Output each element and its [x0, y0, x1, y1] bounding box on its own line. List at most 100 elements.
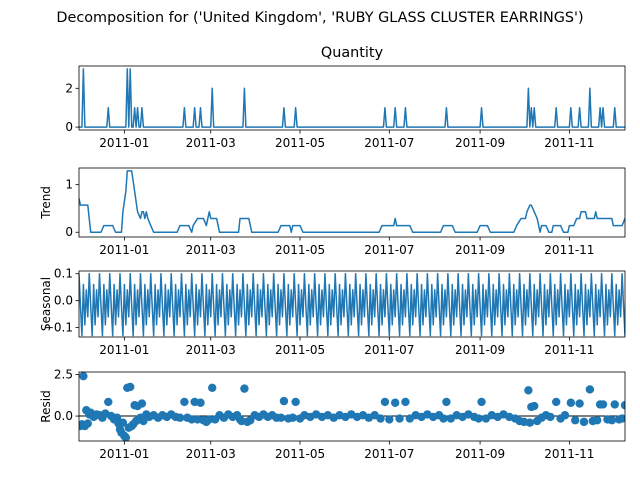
resid-ytick-label: 0.0 — [54, 409, 73, 423]
seasonal-ytick-label: −0.1 — [44, 321, 73, 335]
resid-point — [552, 397, 561, 407]
trend-xtick-label: 2011-03 — [186, 243, 236, 257]
resid-point — [575, 399, 584, 408]
resid-xtick-label: 2011-05 — [275, 447, 325, 461]
seasonal-xtick-label: 2011-07 — [364, 343, 414, 357]
resid-point — [525, 418, 535, 427]
trend-frame — [78, 167, 626, 238]
resid-point — [610, 400, 619, 409]
resid-point — [118, 418, 128, 427]
resid-point — [380, 397, 390, 407]
trend-ytick-label: 0 — [65, 225, 73, 239]
seasonal-xtick-label: 2011-01 — [99, 343, 149, 357]
resid-point — [598, 400, 608, 409]
seasonal-ylabel: Seasonal — [39, 277, 53, 331]
resid-point — [121, 433, 131, 441]
observed-xtick-label: 2011-09 — [455, 136, 505, 150]
panel-seasonal: 0.1 0.0 −0.1 2011-01 2011-03 2011-05 2011-07 20… — [39, 267, 626, 357]
trend-ytick-label: 1 — [65, 178, 73, 192]
resid-point — [442, 397, 451, 407]
resid-point — [139, 416, 148, 426]
resid-xtick-label: 2011-11 — [544, 447, 594, 461]
resid-point — [376, 414, 385, 423]
trend-line — [79, 170, 625, 233]
resid-point — [208, 383, 217, 392]
resid-point — [571, 416, 580, 425]
observed-frame — [78, 65, 626, 131]
resid-xtick-label: 2011-01 — [99, 447, 149, 461]
resid-point — [617, 414, 625, 423]
resid-point — [240, 384, 249, 393]
resid-ylabel: Resid — [39, 390, 53, 422]
observed-xtick-label: 2011-01 — [99, 136, 149, 150]
trend-xtick-label: 2011-11 — [544, 243, 594, 257]
resid-point — [579, 417, 589, 427]
panels: 0 2 2011-01 2011-03 2011-05 2011-07 2011-09 201… — [39, 45, 626, 461]
trend-xtick-label: 2011-07 — [364, 243, 414, 257]
resid-point — [546, 412, 555, 422]
seasonal-line — [79, 272, 625, 337]
resid-xtick-label: 2011-03 — [186, 447, 236, 461]
observed-xtick-label: 2011-07 — [364, 136, 414, 150]
resid-point — [530, 401, 539, 411]
seasonal-frame — [78, 270, 626, 338]
resid-ytick-label: 2.5 — [54, 367, 73, 381]
observed-xtick-label: 2011-05 — [275, 136, 325, 150]
resid-point — [607, 416, 617, 425]
trend-xtick-label: 2011-01 — [99, 243, 149, 257]
resid-point — [196, 398, 205, 407]
trend-data — [79, 170, 625, 233]
resid-point — [395, 414, 404, 423]
resid-point — [592, 416, 602, 425]
trend-ylabel: Trend — [39, 186, 53, 220]
observed-ytick-label: 0 — [65, 120, 73, 134]
quantity-line — [79, 68, 625, 128]
seasonal-data — [79, 272, 625, 337]
panel-trend: 0 1 2011-01 2011-03 2011-05 2011-07 2011-09 201… — [39, 167, 626, 257]
seasonal-xtick-label: 2011-05 — [275, 343, 325, 357]
resid-point — [279, 396, 289, 406]
observed-title: Quantity — [321, 45, 384, 61]
seasonal-xtick-label: 2011-03 — [186, 343, 236, 357]
panel-resid: 2.5 0.0 2011-01 2011-03 2011-05 2011-07 2011-0… — [39, 367, 626, 461]
resid-xtick-label: 2011-09 — [455, 447, 505, 461]
figure-title: Decomposition for ('United Kingdom', 'RU… — [56, 10, 583, 26]
resid-point — [620, 401, 625, 410]
resid-point — [126, 382, 135, 392]
resid-point — [137, 399, 147, 408]
resid-point — [276, 413, 286, 422]
observed-xtick-label: 2011-03 — [186, 136, 236, 150]
resid-point — [524, 386, 533, 395]
resid-point — [175, 413, 185, 422]
resid-point — [79, 372, 88, 381]
resid-point — [288, 413, 297, 422]
resid-point — [205, 415, 214, 424]
resid-point — [474, 414, 483, 423]
trend-xtick-label: 2011-05 — [275, 243, 325, 257]
resid-frame — [78, 371, 626, 442]
resid-point — [560, 411, 570, 420]
resid-point — [390, 398, 400, 407]
resid-point — [291, 397, 300, 407]
resid-point — [585, 385, 595, 394]
observed-ytick-label: 2 — [65, 81, 73, 95]
resid-point — [439, 414, 448, 423]
resid-point — [385, 415, 394, 424]
resid-data — [79, 372, 625, 441]
resid-point — [566, 398, 576, 407]
panel-observed: 0 2 2011-01 2011-03 2011-05 2011-07 2011-09 201… — [65, 45, 626, 150]
resid-point — [104, 397, 113, 407]
trend-xtick-label: 2011-09 — [455, 243, 505, 257]
seasonal-xtick-label: 2011-11 — [544, 343, 594, 357]
resid-point — [180, 397, 189, 407]
resid-point — [187, 415, 196, 424]
seasonal-ytick-label: 0.0 — [54, 294, 73, 308]
resid-point — [83, 419, 92, 428]
observed-xtick-label: 2011-11 — [544, 136, 594, 150]
seasonal-xtick-label: 2011-09 — [455, 343, 505, 357]
resid-point — [477, 397, 486, 407]
resid-xtick-label: 2011-07 — [364, 447, 414, 461]
seasonal-ytick-label: 0.1 — [54, 267, 73, 281]
resid-point — [401, 397, 410, 407]
